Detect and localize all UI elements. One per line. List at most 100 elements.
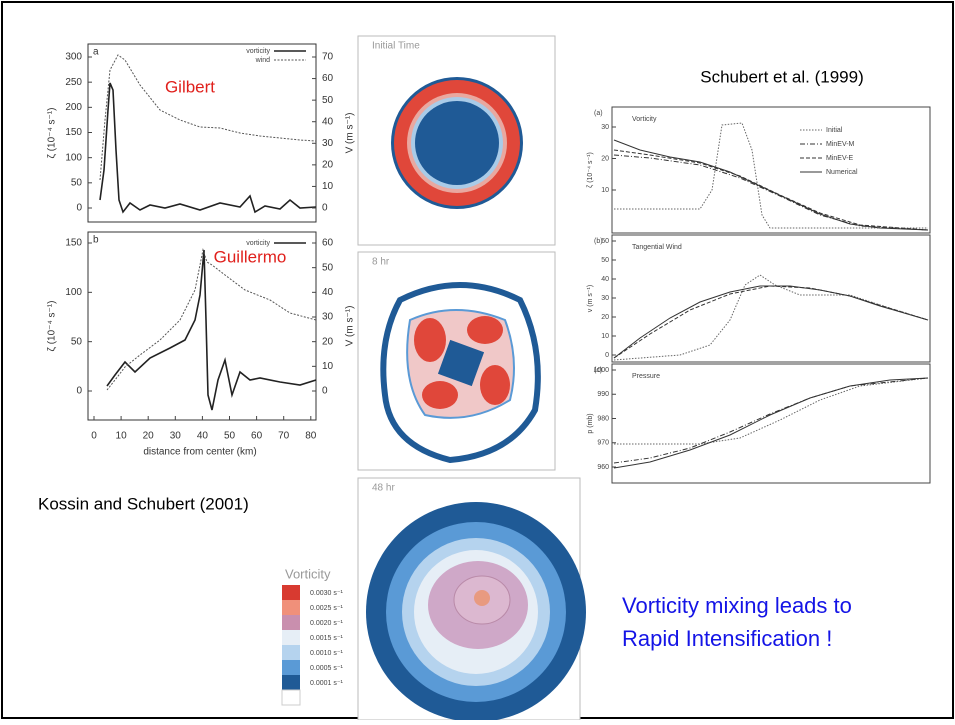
key-message: Vorticity mixing leads to bbox=[622, 593, 852, 618]
panel-label: a bbox=[93, 47, 99, 58]
x-tick-label: 40 bbox=[197, 431, 209, 442]
slide: a Gilbert vorticity wind ζ (10⁻⁴ s⁻¹) V … bbox=[0, 0, 955, 720]
y-tick-label: 50 bbox=[322, 95, 334, 106]
panel-title: Pressure bbox=[632, 373, 660, 380]
snapshot-48hr bbox=[358, 478, 586, 720]
y-axis-label: p (mb) bbox=[587, 413, 594, 433]
y-tick-label: 990 bbox=[597, 391, 609, 398]
snapshot-initial bbox=[358, 36, 555, 245]
y-tick-label: 50 bbox=[71, 177, 83, 188]
snapshot-title: Initial Time bbox=[372, 41, 420, 52]
y-tick-label: 20 bbox=[601, 155, 609, 162]
colorbar-label: 0.0001 s⁻¹ bbox=[310, 680, 344, 687]
legend-entry: vorticity bbox=[246, 240, 270, 247]
citation: Kossin and Schubert (2001) bbox=[38, 494, 249, 513]
colorbar-swatch bbox=[282, 630, 300, 645]
y-tick-label: 30 bbox=[322, 312, 334, 323]
legend-entry: Initial bbox=[826, 127, 843, 134]
colorbar-label: 0.0005 s⁻¹ bbox=[310, 665, 344, 672]
x-tick-label: 10 bbox=[116, 431, 128, 442]
legend-entry: vorticity bbox=[246, 48, 270, 55]
y-tick-label: 0 bbox=[76, 386, 82, 397]
legend-entry: Numerical bbox=[826, 169, 858, 176]
colorbar-swatch bbox=[282, 615, 300, 630]
page: a Gilbert vorticity wind ζ (10⁻⁴ s⁻¹) V … bbox=[0, 0, 955, 720]
y-tick-label: 60 bbox=[601, 238, 609, 245]
y-tick-label: 50 bbox=[71, 336, 83, 347]
y-tick-label: 20 bbox=[601, 314, 609, 321]
snapshot-title: 48 hr bbox=[372, 483, 395, 494]
y-tick-label: 60 bbox=[322, 238, 334, 249]
y-tick-label: 50 bbox=[601, 257, 609, 264]
vortex-lobe bbox=[480, 365, 510, 405]
vortex-lobe bbox=[422, 381, 458, 409]
panel-title: Vorticity bbox=[632, 116, 657, 123]
y-tick-label: 200 bbox=[65, 102, 82, 113]
snapshot-8hr bbox=[358, 252, 555, 470]
vortex-lobe bbox=[414, 318, 446, 362]
y-axis-label: V (m s⁻¹) bbox=[345, 113, 356, 154]
y-tick-label: 150 bbox=[65, 238, 82, 249]
y-tick-label: 970 bbox=[597, 440, 609, 447]
y-tick-label: 10 bbox=[601, 187, 609, 194]
colorbar-swatch bbox=[282, 660, 300, 675]
y-tick-label: 300 bbox=[65, 52, 82, 63]
x-tick-label: 70 bbox=[278, 431, 290, 442]
colorbar-swatch bbox=[282, 585, 300, 600]
y-tick-label: 150 bbox=[65, 127, 82, 138]
legend-entry: MinEV-M bbox=[826, 141, 855, 148]
y-tick-label: 50 bbox=[322, 262, 334, 273]
y-tick-label: 10 bbox=[322, 181, 334, 192]
colorbar-label: 0.0030 s⁻¹ bbox=[310, 590, 344, 597]
x-tick-label: 50 bbox=[224, 431, 236, 442]
colorbar-swatch bbox=[282, 690, 300, 705]
panel-label: (a) bbox=[594, 110, 603, 117]
y-axis-label: ζ (10⁻⁴ s⁻¹) bbox=[587, 152, 594, 188]
citation: Schubert et al. (1999) bbox=[700, 67, 863, 86]
snapshot-title: 8 hr bbox=[372, 257, 390, 268]
y-tick-label: 0 bbox=[322, 203, 328, 214]
panel-label: b bbox=[93, 235, 99, 246]
y-tick-label: 100 bbox=[65, 152, 82, 163]
y-tick-label: 10 bbox=[322, 361, 334, 372]
x-tick-label: 60 bbox=[251, 431, 263, 442]
y-tick-label: 20 bbox=[322, 159, 334, 170]
key-message: Rapid Intensification ! bbox=[622, 626, 832, 651]
x-tick-label: 30 bbox=[170, 431, 182, 442]
panel-title: Tangential Wind bbox=[632, 244, 682, 251]
x-tick-label: 80 bbox=[305, 431, 317, 442]
legend-entry: wind bbox=[255, 57, 271, 64]
colorbar-swatch bbox=[282, 675, 300, 690]
colorbar-swatch bbox=[282, 600, 300, 615]
storm-name: Guillermo bbox=[214, 247, 287, 266]
y-tick-label: 30 bbox=[601, 124, 609, 131]
vortex-lobe bbox=[467, 316, 503, 344]
y-axis-label: ζ (10⁻⁴ s⁻¹) bbox=[47, 301, 58, 352]
y-tick-label: 980 bbox=[597, 415, 609, 422]
x-tick-label: 0 bbox=[91, 431, 97, 442]
y-tick-label: 960 bbox=[597, 464, 609, 471]
y-tick-label: 20 bbox=[322, 336, 334, 347]
y-tick-label: 10 bbox=[601, 333, 609, 340]
x-axis-label: distance from center (km) bbox=[143, 447, 256, 458]
y-tick-label: 60 bbox=[322, 73, 334, 84]
legend-entry: MinEV-E bbox=[826, 155, 854, 162]
storm-name: Gilbert bbox=[165, 77, 215, 96]
x-tick-label: 20 bbox=[143, 431, 155, 442]
y-tick-label: 250 bbox=[65, 77, 82, 88]
y-axis-label: V (m s⁻¹) bbox=[345, 306, 356, 347]
y-tick-label: 100 bbox=[65, 287, 82, 298]
colorbar-label: 0.0010 s⁻¹ bbox=[310, 650, 344, 657]
colorbar-swatch bbox=[282, 645, 300, 660]
vortex-core bbox=[474, 590, 490, 606]
y-tick-label: 30 bbox=[322, 138, 334, 149]
colorbar-title: Vorticity bbox=[285, 566, 331, 581]
y-tick-label: 30 bbox=[601, 295, 609, 302]
y-tick-label: 40 bbox=[322, 287, 334, 298]
y-tick-label: 70 bbox=[322, 52, 334, 63]
y-tick-label: 40 bbox=[601, 276, 609, 283]
y-tick-label: 0 bbox=[605, 352, 609, 359]
colorbar-label: 0.0020 s⁻¹ bbox=[310, 620, 344, 627]
colorbar-label: 0.0015 s⁻¹ bbox=[310, 635, 344, 642]
vortex-core bbox=[415, 101, 499, 185]
